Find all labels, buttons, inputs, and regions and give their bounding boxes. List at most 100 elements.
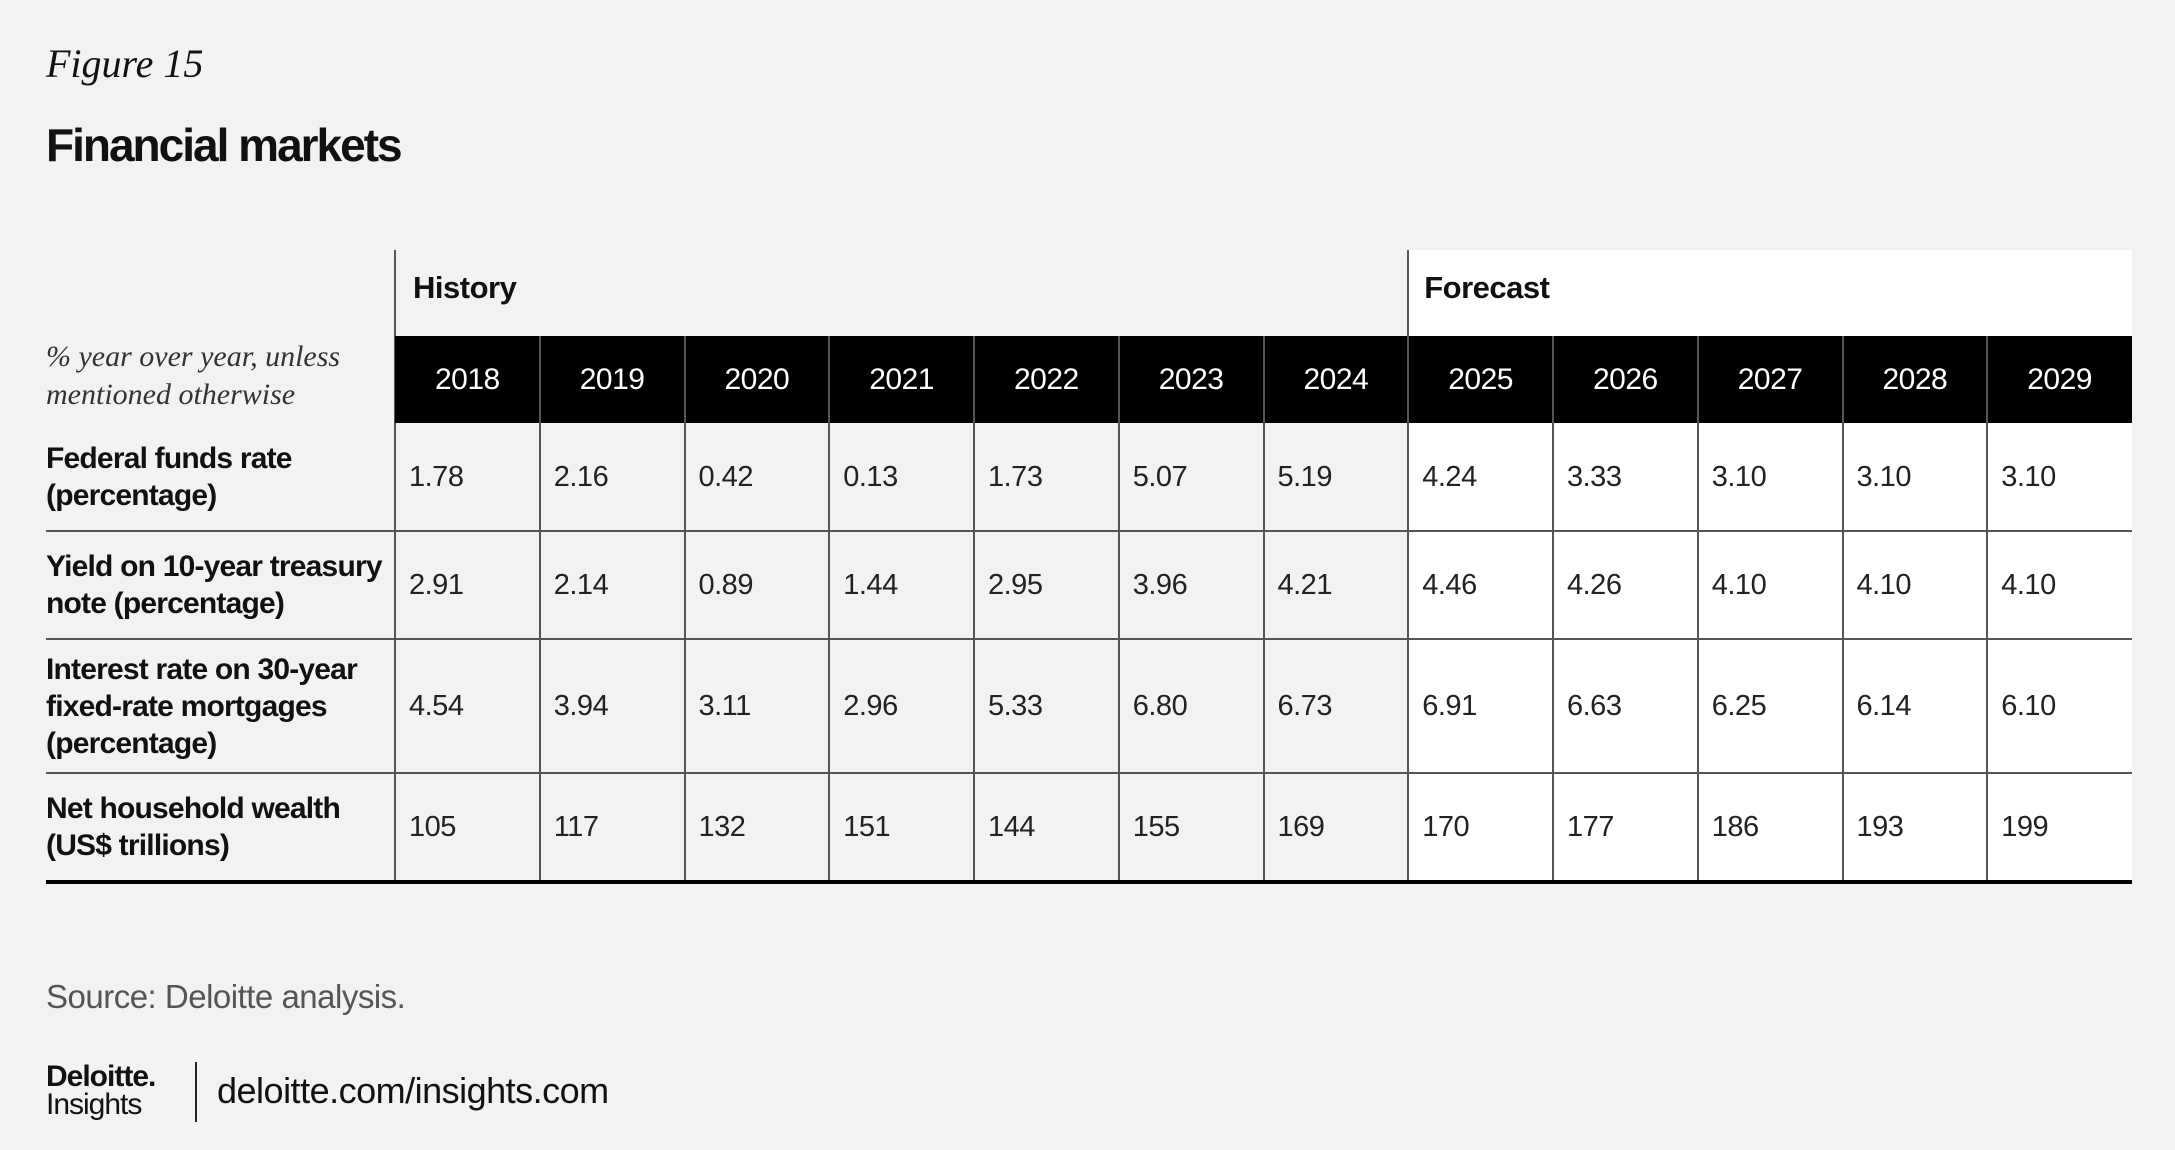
brand: Deloitte. — [46, 1060, 156, 1093]
cell: 4.10 — [1711, 568, 1767, 601]
year-header: 2018 — [395, 336, 540, 423]
cell: 4.10 — [2001, 568, 2056, 601]
cell: 6.80 — [1132, 689, 1188, 722]
cell: 4.26 — [1567, 568, 1622, 601]
cell: 199 — [2001, 810, 2049, 843]
cell: 4.10 — [1856, 568, 1912, 601]
cell: 186 — [1711, 810, 1759, 843]
cell: 132 — [698, 810, 746, 843]
row-label: Interest rate on 30-year fixed-rate mort… — [46, 652, 358, 760]
year-separator — [1696, 336, 1699, 423]
row-label: Yield on 10-year treasury note (percenta… — [46, 550, 383, 620]
cell: 155 — [1132, 810, 1180, 843]
year-header: 2027 — [1697, 336, 1843, 423]
year-header: 2021 — [829, 336, 974, 423]
year-separator — [1552, 336, 1554, 423]
year-separator — [828, 336, 831, 423]
year-separator — [1986, 336, 1989, 423]
column-line — [1986, 423, 1989, 881]
year-header: 2020 — [684, 336, 830, 423]
cell: 177 — [1567, 810, 1614, 843]
table-bottom — [46, 880, 2132, 884]
cell: 4.24 — [1422, 460, 1477, 493]
cell: 2.91 — [409, 568, 464, 601]
row-label: Net household wealth (US$ trillions) — [46, 792, 341, 862]
column-line — [683, 423, 686, 881]
separator — [195, 1062, 197, 1122]
year-header: 2019 — [539, 336, 685, 423]
cell: 151 — [843, 810, 891, 843]
cell: 4.46 — [1422, 568, 1477, 601]
column-line — [1407, 423, 1410, 881]
year-header: 2023 — [1118, 336, 1264, 423]
cell: 6.73 — [1277, 689, 1333, 722]
cell: 3.33 — [1567, 460, 1622, 493]
url[interactable]: deloitte.com/insights.com — [217, 1070, 609, 1111]
year-header: 2029 — [1987, 336, 2132, 423]
year-header: 2022 — [974, 336, 1119, 423]
cell: 2.14 — [553, 568, 609, 601]
cell: 105 — [409, 810, 456, 843]
brand-sub: Insights — [46, 1088, 142, 1121]
cell: 144 — [988, 810, 1035, 843]
cell: 3.96 — [1132, 568, 1188, 601]
cell: 3.10 — [2001, 460, 2056, 493]
column-line — [1696, 423, 1699, 881]
cell: 1.78 — [409, 460, 464, 493]
cell: 4.54 — [409, 689, 464, 722]
row-label: Federal funds rate (percentage) — [46, 442, 292, 512]
year-separator — [1407, 336, 1410, 423]
cell: 3.10 — [1711, 460, 1767, 493]
title: Financial markets — [46, 119, 403, 171]
column-line — [1841, 423, 1844, 881]
unit-note: % year over year, unless mentioned other… — [46, 340, 341, 411]
cell: 0.42 — [698, 460, 754, 493]
figure-label: Figure 15 — [46, 41, 204, 86]
row-line — [46, 638, 2132, 640]
column-line — [1117, 423, 1120, 881]
cell: 3.10 — [1856, 460, 1912, 493]
year-header: 2028 — [1842, 336, 1988, 423]
cell: 193 — [1856, 810, 1904, 843]
cell: 6.10 — [2001, 689, 2056, 722]
cell: 6.25 — [1711, 689, 1767, 722]
cell: 6.63 — [1567, 689, 1622, 722]
cell: 1.44 — [843, 568, 898, 601]
cell: 2.95 — [988, 568, 1043, 601]
year-separator — [1117, 336, 1120, 423]
cell: 2.96 — [843, 689, 898, 722]
cell: 3.94 — [553, 689, 609, 722]
cell: 117 — [553, 810, 599, 843]
year-separator — [1262, 336, 1265, 423]
cell: 6.14 — [1856, 689, 1912, 722]
cell: 5.07 — [1132, 460, 1188, 493]
column-line — [1262, 423, 1265, 881]
row-line — [46, 772, 2132, 774]
cell: 5.19 — [1277, 460, 1333, 493]
year-header: 2026 — [1553, 336, 1698, 423]
year-header: 2024 — [1263, 336, 1409, 423]
cell: 169 — [1277, 810, 1325, 843]
cell: 1.73 — [988, 460, 1043, 493]
year-separator — [1841, 336, 1844, 423]
column-line — [538, 423, 541, 881]
cell: 4.21 — [1277, 568, 1333, 601]
cell: 170 — [1422, 810, 1470, 843]
cell: 6.91 — [1422, 689, 1477, 722]
year-header: 2025 — [1408, 336, 1553, 423]
forecast-label: Forecast — [1424, 270, 1550, 305]
year-separator — [973, 336, 975, 423]
cell: 3.11 — [698, 689, 752, 722]
divider — [394, 250, 396, 881]
cell: 2.16 — [553, 460, 609, 493]
cell: 0.89 — [698, 568, 754, 601]
cell: 0.13 — [843, 460, 898, 493]
cell: 5.33 — [988, 689, 1043, 722]
column-line — [828, 423, 831, 881]
column-line — [1552, 423, 1554, 881]
year-separator — [538, 336, 541, 423]
row-line — [46, 530, 2132, 532]
year-separator — [683, 336, 686, 423]
